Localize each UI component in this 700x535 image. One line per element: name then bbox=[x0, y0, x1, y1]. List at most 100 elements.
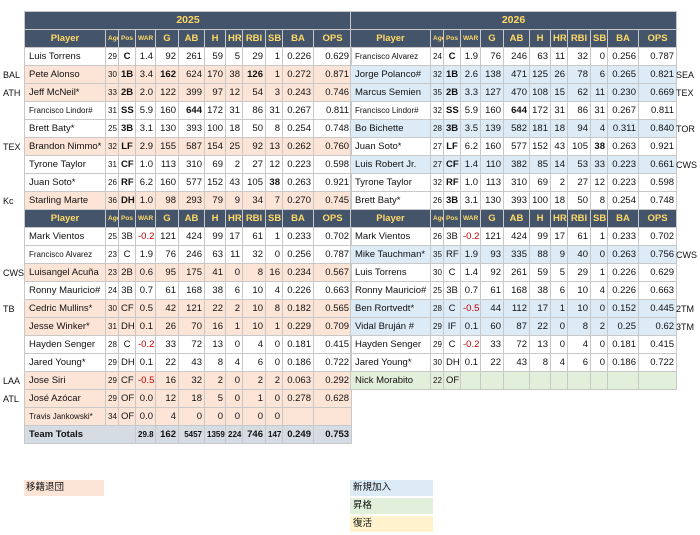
cell-war: 0.1 bbox=[461, 318, 481, 336]
cell-ops: 0.709 bbox=[314, 318, 352, 336]
cell-war: 1.4 bbox=[461, 156, 481, 174]
origin-team-label: SEA bbox=[676, 66, 700, 84]
cell-batting-average: 0.223 bbox=[608, 156, 639, 174]
cell-ops: 0.722 bbox=[314, 354, 352, 372]
cell-war: 0.6 bbox=[136, 264, 156, 282]
cell-hits: 38 bbox=[205, 282, 226, 300]
cell-war: -0.2 bbox=[461, 336, 481, 354]
cell-position: C bbox=[444, 336, 461, 354]
cell-ops: 0.669 bbox=[639, 84, 677, 102]
totals-at-bats: 5457 bbox=[179, 426, 205, 444]
origin-team-label: 3TM bbox=[676, 318, 700, 336]
former-team-label: ATL bbox=[0, 390, 27, 408]
cell-at-bats: 246 bbox=[179, 246, 205, 264]
cell-war: 3.1 bbox=[461, 192, 481, 210]
cell-hits: 152 bbox=[205, 174, 226, 192]
cell-position: SS bbox=[119, 102, 136, 120]
cell-war: 2.6 bbox=[461, 66, 481, 84]
cell-stolen-bases bbox=[591, 372, 608, 390]
cell-ops: 0.871 bbox=[314, 66, 352, 84]
cell-games: 162 bbox=[156, 66, 179, 84]
player-row: Jared Young* 30 DH 0.1 22 43 8 4 6 0 0.186 0.722 bbox=[351, 354, 677, 372]
former-team-label: CWS bbox=[0, 264, 27, 282]
cell-age: 25 bbox=[106, 228, 119, 246]
totals-rbi: 746 bbox=[243, 426, 266, 444]
cell-player-name: Vidal Bruján # bbox=[351, 318, 431, 336]
cell-player-name: Pete Alonso bbox=[25, 66, 106, 84]
cell-batting-average: 0.254 bbox=[608, 192, 639, 210]
cell-games: 93 bbox=[481, 246, 504, 264]
cell-games: 22 bbox=[481, 354, 504, 372]
cell-at-bats: 246 bbox=[504, 48, 530, 66]
cell-stolen-bases: 8 bbox=[266, 300, 283, 318]
roster-2026-table: 2026PlayerAgePosWARGABHHRRBISBBAOPSFranc… bbox=[350, 11, 677, 390]
cell-war: 0.0 bbox=[136, 390, 156, 408]
column-header-war: WAR bbox=[136, 30, 156, 48]
player-row: Jeff McNeil* 33 2B 2.0 122 399 97 12 54 3 0.243 0.7… bbox=[25, 84, 352, 102]
cell-stolen-bases: 0 bbox=[591, 48, 608, 66]
cell-hits: 69 bbox=[205, 156, 226, 174]
cell-position: OF bbox=[119, 390, 136, 408]
player-row: Brett Baty* 26 3B 3.1 130 393 100 18 50 8 0.254 0.7… bbox=[351, 192, 677, 210]
cell-war: -0.2 bbox=[461, 228, 481, 246]
cell-war: 3.1 bbox=[136, 120, 156, 138]
cell-stolen-bases: 12 bbox=[266, 156, 283, 174]
cell-war bbox=[461, 372, 481, 390]
cell-rbi: 10 bbox=[568, 300, 591, 318]
player-row: Nick Morabito 22 OF bbox=[351, 372, 677, 390]
cell-stolen-bases: 1 bbox=[591, 228, 608, 246]
legend-promotion: 昇格 bbox=[350, 498, 433, 514]
legend-departed: 移籍退団 bbox=[24, 480, 104, 496]
cell-stolen-bases: 4 bbox=[266, 282, 283, 300]
column-header-ops: OPS bbox=[314, 210, 352, 228]
cell-at-bats: 644 bbox=[504, 102, 530, 120]
player-row: Jesse Winker* 31 DH 0.1 26 70 16 1 10 1 0.229 0.709 bbox=[25, 318, 352, 336]
former-team-label: BAL bbox=[0, 66, 27, 84]
column-header-row: PlayerAgePosWARGABHHRRBISBBAOPS bbox=[351, 30, 677, 48]
cell-hits: 59 bbox=[530, 264, 551, 282]
cell-games: 60 bbox=[481, 318, 504, 336]
cell-hits: 13 bbox=[205, 336, 226, 354]
cell-war: 0.7 bbox=[136, 282, 156, 300]
cell-batting-average: 0.233 bbox=[283, 228, 314, 246]
column-header-games: G bbox=[156, 210, 179, 228]
cell-home-runs: 12 bbox=[226, 84, 243, 102]
cell-age: 28 bbox=[106, 336, 119, 354]
column-header-position: Pos bbox=[119, 210, 136, 228]
cell-age: 32 bbox=[106, 138, 119, 156]
cell-rbi: 105 bbox=[243, 174, 266, 192]
cell-batting-average: 0.226 bbox=[608, 264, 639, 282]
cell-rbi: 53 bbox=[568, 156, 591, 174]
cell-age: 27 bbox=[431, 138, 444, 156]
cell-ops: 0.598 bbox=[639, 174, 677, 192]
cell-age: 30 bbox=[431, 354, 444, 372]
cell-stolen-bases: 38 bbox=[591, 138, 608, 156]
cell-stolen-bases: 31 bbox=[266, 102, 283, 120]
cell-player-name: Jose Siri bbox=[25, 372, 106, 390]
cell-war: 1.9 bbox=[461, 246, 481, 264]
column-header-war: WAR bbox=[136, 210, 156, 228]
column-header-player-name: Player bbox=[25, 210, 106, 228]
cell-position: CF bbox=[119, 372, 136, 390]
cell-rbi: 50 bbox=[568, 192, 591, 210]
cell-batting-average: 0.223 bbox=[608, 174, 639, 192]
column-header-hits: H bbox=[205, 30, 226, 48]
column-header-batting-average: BA bbox=[608, 30, 639, 48]
cell-batting-average: 0.182 bbox=[283, 300, 314, 318]
cell-war: -0.5 bbox=[461, 300, 481, 318]
column-header-hits: H bbox=[530, 30, 551, 48]
cell-games bbox=[481, 372, 504, 390]
column-header-rbi: RBI bbox=[568, 30, 591, 48]
cell-player-name: Ben Rortvedt* bbox=[351, 300, 431, 318]
cell-age: 34 bbox=[106, 408, 119, 426]
cell-home-runs: 5 bbox=[551, 264, 568, 282]
column-header-age: Age bbox=[106, 210, 119, 228]
totals-stolen-bases: 147 bbox=[266, 426, 283, 444]
cell-player-name: Travis Jankowski* bbox=[25, 408, 106, 426]
player-row: Luis Robert Jr. 27 CF 1.4 110 382 85 14 53 33 0.22… bbox=[351, 156, 677, 174]
legend-new-signing: 新規加入 bbox=[350, 480, 433, 496]
cell-batting-average: 0.263 bbox=[608, 138, 639, 156]
cell-hits: 97 bbox=[205, 84, 226, 102]
cell-stolen-bases: 8 bbox=[591, 192, 608, 210]
cell-batting-average: 0.256 bbox=[608, 48, 639, 66]
